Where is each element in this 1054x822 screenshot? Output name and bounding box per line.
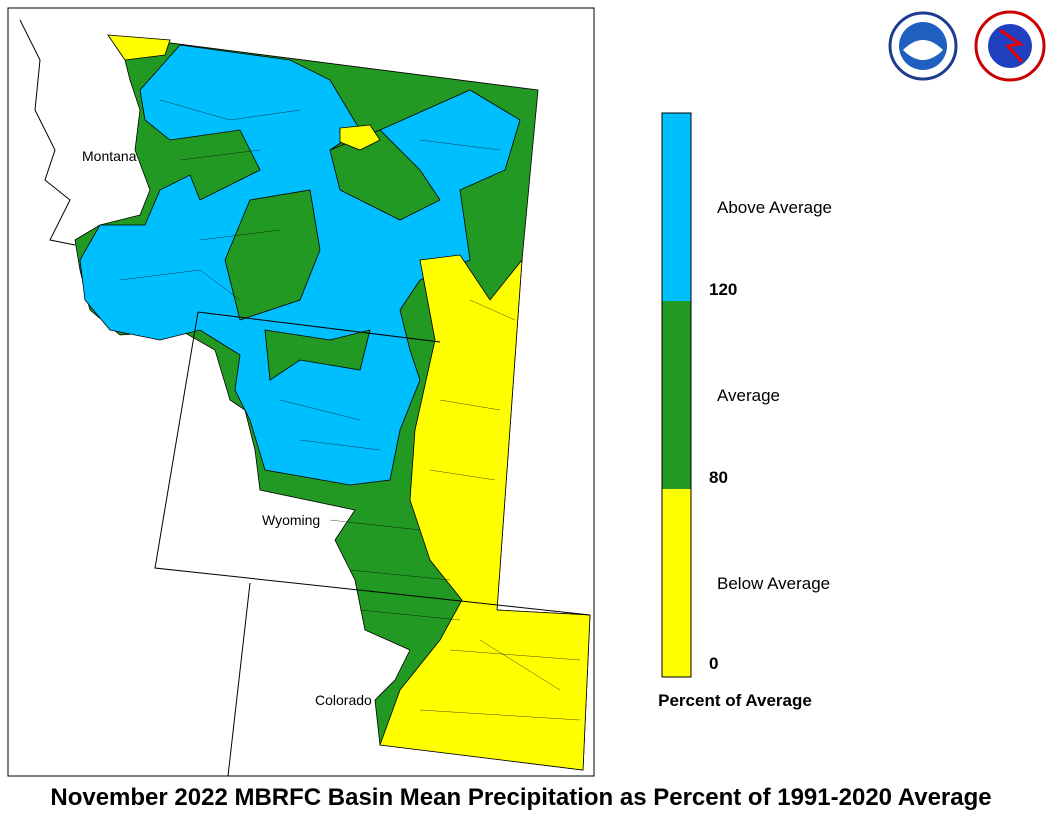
nws-bolt [999,28,1024,63]
basin-average [329,129,441,221]
logos [888,10,1046,82]
basin-below [107,34,171,61]
legend-swatch [662,301,691,489]
legend-swatch [662,113,691,301]
state-borders [19,19,591,777]
basins [74,34,591,771]
legend-swatch [662,489,691,677]
legend-tick: 0 [709,654,718,673]
basin-below [339,124,381,151]
legend: Above Average Average Below Average 120 80 0 [661,112,832,678]
state-label: Wyoming [262,512,320,528]
legend-label: Above Average [717,198,832,217]
noaa-gull [903,40,943,60]
state-label: Colorado [315,692,372,708]
legend-label: Below Average [717,574,830,593]
map-title: November 2022 MBRFC Basin Mean Precipita… [50,784,991,811]
state-label: Montana [82,148,137,164]
legend-tick: 80 [709,468,728,487]
legend-border [661,112,692,678]
basin-average [264,329,371,381]
legend-tick: 120 [709,280,737,299]
basin-average [224,189,321,321]
legend-title: Percent of Average [658,691,812,710]
basin-below [379,254,591,771]
legend-label: Average [717,386,780,405]
